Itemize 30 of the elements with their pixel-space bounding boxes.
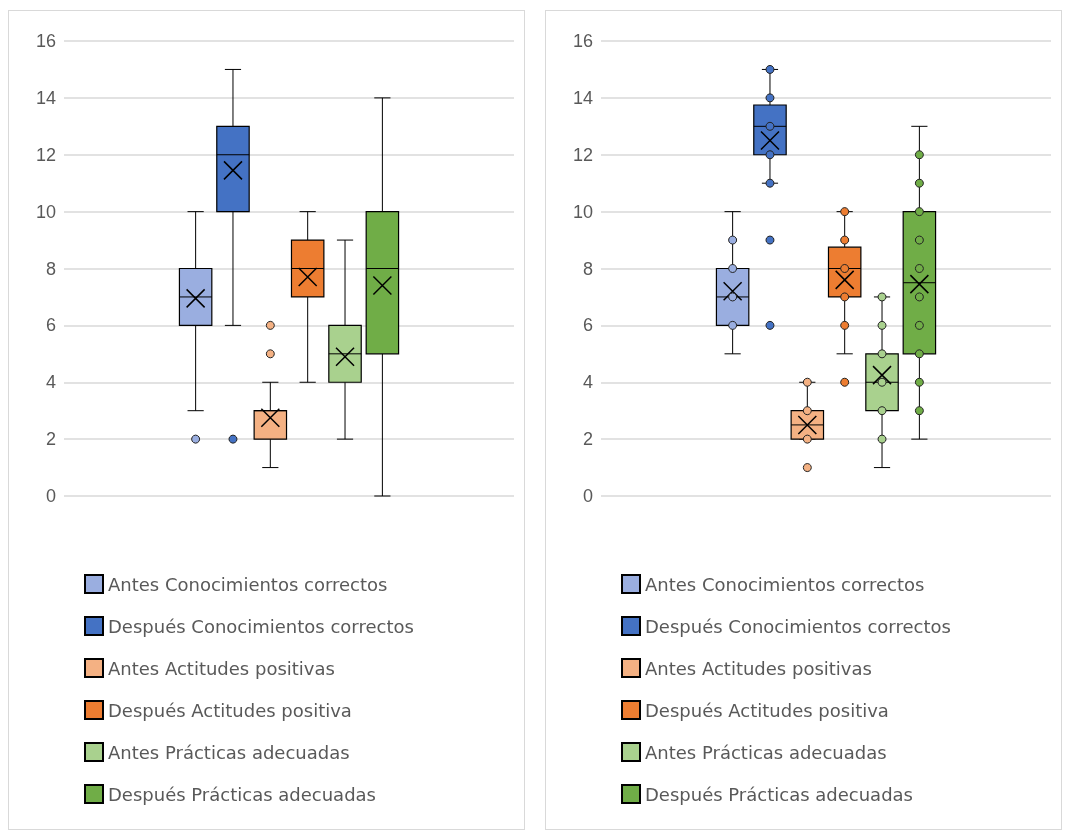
legend-label: Antes Prácticas adecuadas	[108, 741, 350, 763]
legend-label: Después Conocimientos correctos	[108, 615, 414, 637]
y-tick-label: 14	[35, 87, 56, 108]
y-tick-label: 12	[35, 144, 56, 165]
legend-label: Antes Actitudes positivas	[645, 657, 872, 679]
y-tick-label: 6	[582, 315, 593, 336]
y-tick-label: 14	[572, 87, 593, 108]
legend-label: Después Actitudes positiva	[645, 699, 889, 721]
y-tick-label: 12	[572, 144, 593, 165]
y-tick-label: 16	[35, 31, 56, 51]
legend-label: Antes Conocimientos correctos	[645, 573, 925, 595]
y-tick-label: 0	[582, 486, 593, 506]
legend-label: Después Conocimientos correctos	[645, 615, 951, 637]
y-tick-label: 2	[582, 429, 593, 450]
legend-label: Antes Conocimientos correctos	[108, 573, 388, 595]
y-tick-label: 6	[45, 315, 56, 336]
legend-label: Antes Actitudes positivas	[108, 657, 335, 679]
y-tick-label: 10	[35, 201, 56, 222]
y-tick-label: 16	[572, 31, 593, 51]
y-tick-label: 4	[582, 372, 593, 393]
y-tick-label: 8	[582, 258, 593, 279]
y-tick-label: 0	[45, 486, 56, 506]
legend-label: Después Prácticas adecuadas	[108, 783, 376, 805]
y-tick-label: 8	[45, 258, 56, 279]
y-tick-label: 4	[45, 372, 56, 393]
legend-label: Después Prácticas adecuadas	[645, 783, 913, 805]
y-tick-label: 10	[572, 201, 593, 222]
legend-label: Antes Prácticas adecuadas	[645, 741, 887, 763]
y-tick-label: 2	[45, 429, 56, 450]
legend-label: Después Actitudes positiva	[108, 699, 352, 721]
